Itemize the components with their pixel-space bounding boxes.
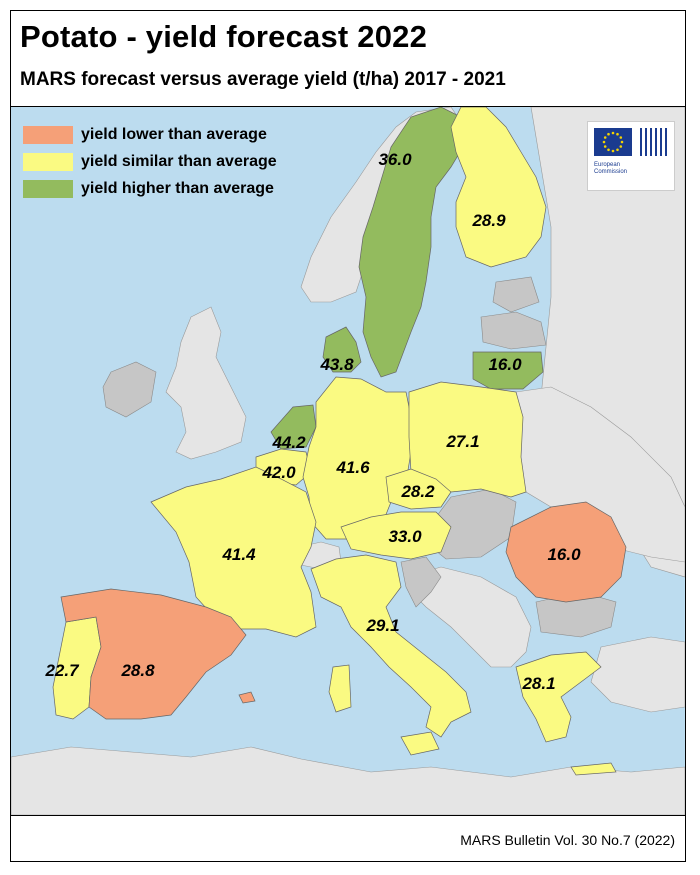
region-sardinia: [328, 664, 352, 713]
value-label-romania: 16.0: [547, 545, 581, 564]
legend-label-similar: yield similar than average: [81, 152, 277, 170]
map-frame: Potato - yield forecast 2022 MARS foreca…: [10, 10, 686, 862]
land-croatia: [400, 556, 442, 608]
value-label-czechia: 28.2: [400, 482, 435, 501]
region-austria: [340, 511, 452, 560]
logo-text-line1: European: [594, 162, 621, 168]
value-label-germany: 41.6: [335, 458, 370, 477]
map-subtitle: MARS forecast versus average yield (t/ha…: [20, 69, 506, 90]
region-spain: [60, 588, 247, 720]
land-latvia: [480, 311, 547, 350]
value-label-lithuania: 16.0: [488, 355, 522, 374]
region-czechia: [385, 468, 452, 510]
european-commission-logo: European Commission: [587, 121, 675, 191]
region-finland: [450, 107, 547, 268]
land-turkey: [590, 636, 685, 713]
eu-flag-icon: [594, 128, 632, 156]
region-sicily: [400, 731, 440, 756]
land-balearic: [238, 691, 256, 704]
region-greece: [515, 651, 602, 743]
logo-text: European Commission: [594, 162, 627, 176]
europe-map: 36.0 28.9 43.8 16.0 44.2 42.0 41.6 27.1 …: [11, 107, 685, 815]
region-romania: [505, 501, 627, 603]
region-lithuania: [472, 351, 544, 390]
legend-label-lower: yield lower than average: [81, 125, 267, 143]
commission-building-icon: [638, 128, 668, 156]
legend-swatch-higher: [23, 179, 73, 198]
land-estonia: [492, 276, 540, 313]
value-label-france: 41.4: [221, 545, 256, 564]
region-italy: [310, 554, 472, 738]
map-title: Potato - yield forecast 2022: [20, 19, 428, 54]
legend-item-lower: yield lower than average: [23, 121, 277, 148]
value-label-poland: 27.1: [445, 432, 479, 451]
region-france: [150, 466, 317, 638]
region-crete: [570, 762, 617, 776]
map-canvas: 36.0 28.9 43.8 16.0 44.2 42.0 41.6 27.1 …: [11, 107, 685, 815]
header: Potato - yield forecast 2022 MARS foreca…: [11, 11, 685, 107]
land-balkans: [405, 566, 532, 668]
land-ireland: [102, 361, 157, 418]
legend-swatch-lower: [23, 125, 73, 144]
value-label-spain: 28.8: [120, 661, 155, 680]
land-great-britain: [165, 306, 247, 460]
region-denmark: [322, 326, 362, 373]
value-label-denmark: 43.8: [319, 355, 354, 374]
legend-item-higher: yield higher than average: [23, 175, 277, 202]
legend-item-similar: yield similar than average: [23, 148, 277, 175]
region-sweden: [358, 107, 467, 378]
value-label-portugal: 22.7: [44, 661, 80, 680]
value-label-netherlands: 44.2: [271, 433, 306, 452]
value-label-finland: 28.9: [471, 211, 506, 230]
value-label-italy: 29.1: [365, 616, 399, 635]
source-citation: MARS Bulletin Vol. 30 No.7 (2022): [460, 832, 675, 848]
value-label-austria: 33.0: [388, 527, 422, 546]
logo-text-line2: Commission: [594, 169, 628, 175]
legend-label-higher: yield higher than average: [81, 179, 274, 197]
land-north-africa: [11, 746, 685, 815]
legend-swatch-similar: [23, 152, 73, 171]
value-label-greece: 28.1: [521, 674, 555, 693]
value-label-belgium: 42.0: [261, 463, 296, 482]
value-label-sweden: 36.0: [378, 150, 412, 169]
footer: MARS Bulletin Vol. 30 No.7 (2022): [11, 815, 685, 861]
legend: yield lower than average yield similar t…: [23, 121, 277, 202]
